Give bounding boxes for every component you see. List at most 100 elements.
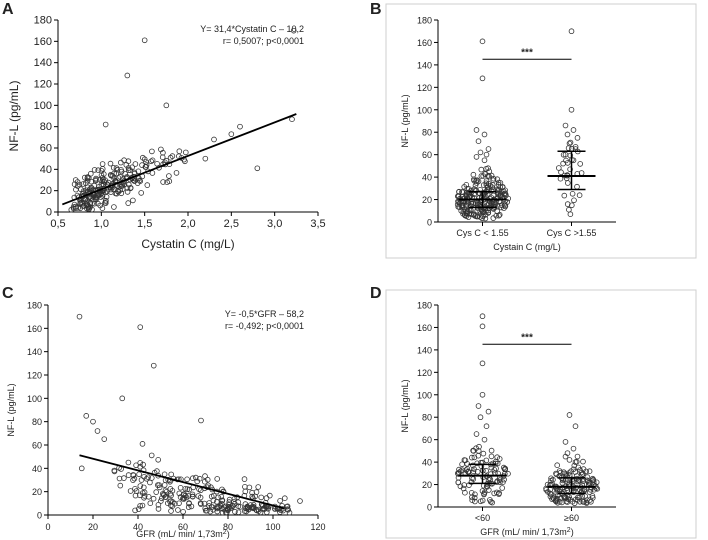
data-point — [94, 194, 100, 201]
data-point — [263, 509, 270, 516]
y-tick-label: 140 — [34, 57, 52, 69]
y-tick-label: 180 — [34, 15, 52, 27]
data-point — [577, 161, 583, 167]
data-point — [589, 475, 596, 482]
data-point — [219, 509, 226, 516]
data-point — [74, 179, 81, 185]
data-point — [564, 450, 571, 456]
significance-marker: *** — [521, 332, 533, 343]
data-point — [463, 182, 470, 188]
data-point — [570, 127, 577, 133]
x-tick-label: 3,0 — [267, 218, 282, 230]
data-point — [219, 497, 225, 504]
data-point — [86, 206, 92, 212]
x-tick-label: 120 — [310, 522, 325, 532]
data-point — [502, 190, 508, 197]
data-point — [119, 395, 126, 402]
data-point — [501, 191, 508, 197]
data-point — [216, 503, 222, 510]
x-tick-label: 1,0 — [94, 218, 109, 230]
data-point — [158, 146, 164, 153]
data-point — [474, 460, 481, 467]
data-point — [494, 186, 501, 193]
data-point — [108, 186, 114, 193]
data-point — [102, 121, 109, 128]
data-point — [193, 474, 199, 481]
data-point — [479, 313, 486, 320]
data-point — [572, 459, 579, 465]
data-point — [494, 176, 501, 183]
data-point — [147, 500, 154, 507]
data-point — [80, 181, 86, 187]
data-point — [471, 454, 478, 461]
data-point — [290, 27, 297, 34]
dot-plot-d: 0 20 40 60 80 100 120 140 160 180 NF-L (pg/mL) GFR … — [400, 301, 616, 537]
y-tick-label: 140 — [417, 345, 432, 355]
regression-line — [62, 113, 297, 206]
panel-d: D 0 20 40 60 80 100 120 140 160 180 NF-L (pg/mL) GF… — [370, 285, 697, 539]
data-point — [159, 154, 166, 161]
data-point — [176, 500, 182, 507]
panel-label-d: D — [370, 285, 382, 302]
data-point — [92, 178, 99, 184]
y-tick-label: 180 — [417, 16, 432, 26]
data-point — [483, 180, 490, 187]
data-point — [488, 453, 495, 460]
data-point — [98, 181, 105, 188]
data-point — [285, 506, 292, 513]
x-tick-label: 1,5 — [137, 218, 152, 230]
data-point — [190, 475, 196, 482]
data-point — [210, 497, 217, 504]
data-point — [583, 499, 589, 506]
y-tick-label: 80 — [40, 121, 52, 133]
data-point — [566, 140, 573, 147]
data-point — [111, 170, 117, 177]
data-point — [558, 169, 564, 176]
regression-equation: Y= -0,5*GFR – 58,2 — [225, 309, 304, 319]
data-point — [249, 493, 256, 500]
x-tick-label: 100 — [265, 522, 280, 532]
data-point — [581, 498, 587, 505]
data-point — [125, 165, 132, 171]
data-point — [145, 474, 151, 481]
data-point — [163, 494, 169, 500]
y-tick-label: 0 — [427, 218, 432, 228]
data-point — [586, 489, 593, 495]
data-point — [94, 428, 101, 434]
data-point — [228, 131, 235, 137]
data-point — [181, 491, 187, 497]
data-point — [477, 214, 483, 220]
data-point — [243, 508, 250, 515]
data-point — [82, 174, 88, 181]
data-point — [137, 460, 144, 466]
data-point — [153, 489, 160, 495]
data-point — [470, 462, 476, 469]
data-point — [475, 190, 482, 196]
data-point — [258, 494, 265, 501]
data-point — [576, 192, 583, 199]
data-point — [125, 167, 132, 173]
data-point — [579, 476, 586, 483]
data-point — [130, 197, 136, 204]
data-point — [491, 490, 498, 497]
data-point — [125, 472, 132, 478]
data-point — [93, 175, 99, 182]
data-point — [470, 476, 477, 482]
data-point — [167, 486, 174, 492]
y-tick-label: 100 — [417, 105, 432, 115]
data-point — [570, 445, 577, 452]
data-point — [86, 175, 92, 181]
scatter-plot-c: 0 20 40 60 80 100 120 140 160 180 0 20 40 60 80 100 120 N… — [6, 301, 326, 540]
data-point — [560, 469, 567, 476]
y-tick-label: 120 — [27, 371, 42, 381]
data-point — [172, 500, 178, 507]
data-point — [137, 483, 144, 489]
data-point — [118, 183, 125, 190]
data-point — [557, 175, 564, 182]
data-point — [472, 491, 478, 498]
y-tick-label: 0 — [46, 207, 52, 219]
data-point — [569, 191, 576, 197]
y-tick-label: 80 — [422, 413, 432, 423]
data-point — [557, 495, 564, 502]
data-point — [488, 447, 495, 454]
